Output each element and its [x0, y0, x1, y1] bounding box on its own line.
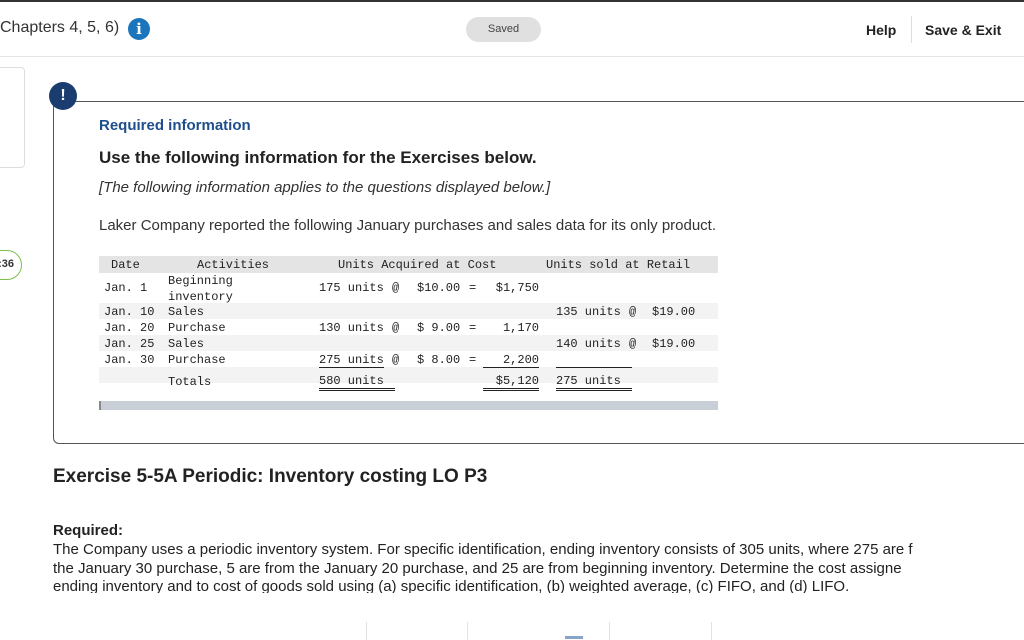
left-nav-panel[interactable] [0, 67, 25, 168]
purchases-sales-table: Date Activities Units Acquired at Cost U… [99, 256, 718, 410]
table-row-band [99, 335, 718, 351]
tab-divider [366, 622, 367, 640]
saved-status-badge: Saved [466, 17, 541, 42]
required-information-heading: Use the following information for the Ex… [99, 148, 537, 167]
exercise-required-label: Required: [53, 522, 124, 539]
exercise-title: Exercise 5-5A Periodic: Inventory costin… [53, 466, 488, 487]
tab-divider [609, 622, 610, 640]
tab-divider [711, 622, 712, 640]
row-acq-units: 175 units [319, 281, 384, 295]
row-date: Jan. 10 [104, 305, 155, 319]
totals-acq-total: $5,120 [483, 374, 539, 391]
row-acq-units: 275 units [319, 353, 384, 368]
exercise-description-line: The Company uses a periodic inventory sy… [53, 541, 913, 558]
row-acq-total: 2,200 [483, 353, 539, 368]
active-tab-indicator[interactable] [565, 636, 583, 639]
required-information-note: [The following information applies to th… [99, 179, 551, 196]
row-activity: Sales [168, 305, 205, 319]
row-sold-at: @ [629, 337, 637, 351]
assignment-title: Chapters 4, 5, 6) [0, 19, 120, 36]
totals-acq-units: 580 units [319, 374, 395, 391]
header-activities: Activities [197, 258, 270, 272]
row-activity: Sales [168, 337, 205, 351]
totals-label: Totals [168, 375, 212, 389]
info-icon[interactable]: i [128, 18, 150, 40]
row-acq-price: $ 9.00 [417, 321, 461, 335]
row-acq-at: @ [392, 353, 400, 367]
header-date: Date [111, 258, 140, 272]
table-row-band [99, 303, 718, 319]
row-date: Jan. 25 [104, 337, 155, 351]
row-sold-units: 140 units [556, 337, 621, 351]
row-date: Jan. 1 [104, 281, 148, 295]
timer-badge[interactable]: :36 [0, 250, 22, 280]
row-activity-line2: inventory [168, 290, 233, 304]
header-units-acquired: Units Acquired at Cost [338, 258, 497, 272]
row-date: Jan. 20 [104, 321, 155, 335]
row-activity: Purchase [168, 321, 226, 335]
alert-icon: ! [49, 82, 77, 110]
row-sold-price: $19.00 [652, 305, 696, 319]
bottom-tab-strip [0, 622, 1024, 640]
row-acq-eq: = [469, 353, 477, 367]
row-acq-eq: = [469, 321, 477, 335]
required-information-label: Required information [99, 117, 251, 134]
top-bar: Chapters 4, 5, 6) i Saved Help Save & Ex… [0, 0, 1024, 57]
tab-divider [467, 622, 468, 640]
row-activity: Purchase [168, 353, 226, 367]
exercise-description-line: ending inventory and to cost of goods so… [53, 578, 850, 593]
help-button[interactable]: Help [866, 22, 897, 38]
required-information-intro: Laker Company reported the following Jan… [99, 217, 717, 234]
row-acq-at: @ [392, 281, 400, 295]
save-exit-button[interactable]: Save & Exit [925, 22, 1002, 38]
table-footer-bar [99, 401, 718, 410]
row-acq-price: $10.00 [417, 281, 461, 295]
row-date: Jan. 30 [104, 353, 155, 367]
table-header-row [99, 256, 718, 273]
row-acq-total: 1,170 [502, 321, 539, 335]
exercise-description-line: the January 30 purchase, 5 are from the … [53, 559, 902, 577]
row-sold-price: $19.00 [652, 337, 696, 351]
row-sold-at: @ [629, 305, 637, 319]
row-acq-total: $1,750 [495, 281, 539, 295]
sold-subtotal-rule [556, 353, 632, 368]
header-divider [911, 16, 912, 43]
row-acq-eq: = [469, 281, 477, 295]
row-activity: Beginning [168, 274, 233, 288]
totals-sold-units: 275 units [556, 374, 632, 391]
table-row-band [99, 367, 718, 383]
exercise-description: The Company uses a periodic inventory sy… [53, 541, 1024, 593]
header-units-sold: Units sold at Retail [546, 258, 691, 272]
row-acq-at: @ [392, 321, 400, 335]
row-acq-price: $ 8.00 [417, 353, 461, 367]
row-acq-units: 130 units [319, 321, 384, 335]
row-sold-units: 135 units [556, 305, 621, 319]
